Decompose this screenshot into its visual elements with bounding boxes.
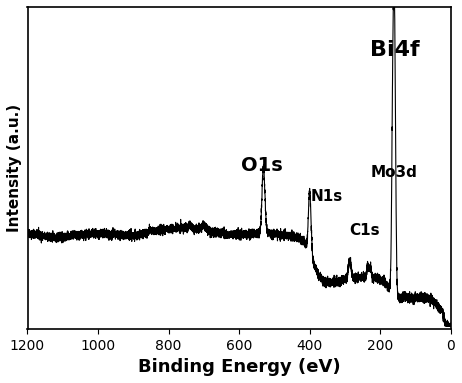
X-axis label: Binding Energy (eV): Binding Energy (eV) (138, 358, 340, 376)
Text: N1s: N1s (310, 189, 343, 204)
Y-axis label: Intensity (a.u.): Intensity (a.u.) (7, 104, 22, 232)
Text: Bi4f: Bi4f (370, 40, 420, 60)
Text: Mo3d: Mo3d (370, 165, 417, 180)
Text: O1s: O1s (241, 155, 283, 175)
Text: C1s: C1s (349, 223, 380, 238)
